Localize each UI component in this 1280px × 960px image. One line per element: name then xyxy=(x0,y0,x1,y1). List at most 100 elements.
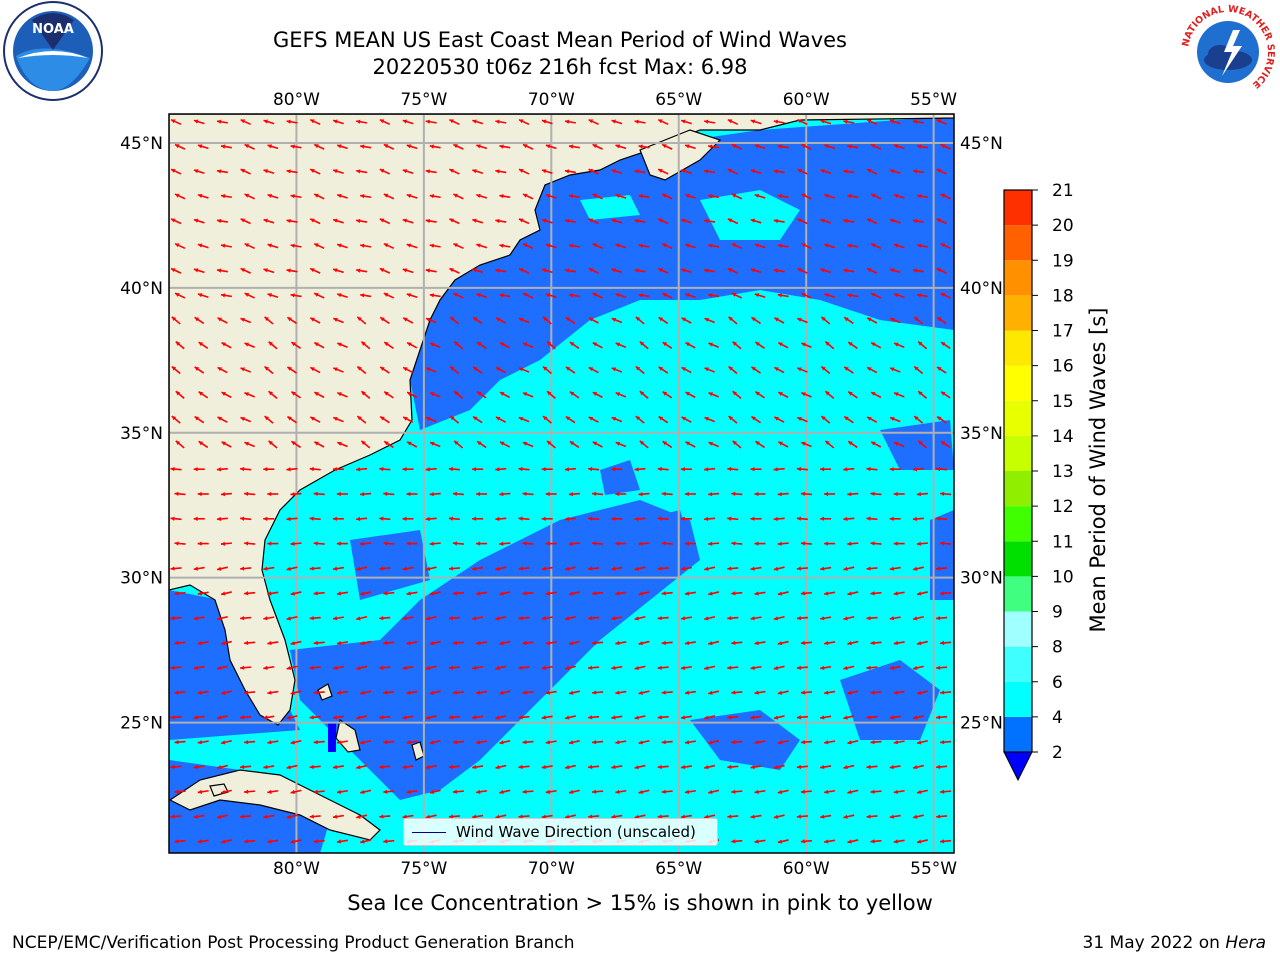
wave-direction-arrow xyxy=(796,466,808,472)
wave-direction-arrow xyxy=(356,715,368,720)
wave-direction-arrow xyxy=(332,218,344,224)
wind-wave-direction-arrows xyxy=(170,118,952,844)
wave-direction-arrow xyxy=(611,616,623,621)
wave-direction-arrow xyxy=(936,814,948,819)
wave-direction-arrow xyxy=(309,715,321,720)
wave-direction-arrow xyxy=(889,616,901,621)
wave-direction-arrow xyxy=(820,715,832,720)
wave-direction-arrow xyxy=(754,789,766,794)
wave-direction-arrow xyxy=(472,616,484,621)
wave-direction-arrow xyxy=(268,341,278,350)
wave-direction-arrow xyxy=(402,665,414,670)
colorbar-segment xyxy=(1004,190,1032,226)
lat-label-right: 25°N xyxy=(960,714,1003,734)
wave-direction-arrow xyxy=(893,640,905,646)
wave-direction-arrow xyxy=(750,316,762,325)
wave-direction-arrow xyxy=(777,341,789,349)
wave-direction-arrow xyxy=(174,640,186,646)
wave-direction-arrow xyxy=(383,839,395,844)
wave-direction-arrow xyxy=(893,789,905,794)
wave-direction-arrow xyxy=(588,118,599,126)
wave-direction-arrow xyxy=(893,839,905,844)
colorbar-tick-label: 13 xyxy=(1052,462,1074,482)
wave-direction-arrow xyxy=(847,440,858,449)
wave-direction-arrow xyxy=(197,491,209,497)
wave-direction-arrow xyxy=(286,316,298,325)
period-under-2-patch xyxy=(328,722,336,752)
wave-direction-arrow xyxy=(847,391,858,399)
wave-direction-arrow xyxy=(732,440,742,449)
lat-label-left: 25°N xyxy=(120,714,163,734)
wave-direction-arrow xyxy=(564,119,576,124)
wave-direction-arrow xyxy=(545,541,557,546)
wave-direction-arrow xyxy=(383,789,395,794)
wave-direction-arrow xyxy=(824,541,836,546)
wave-direction-arrow xyxy=(453,440,464,449)
wave-direction-arrow xyxy=(425,268,437,273)
wave-direction-arrow xyxy=(661,789,673,794)
wave-direction-arrow xyxy=(843,764,855,770)
wave-direction-arrow xyxy=(773,615,785,621)
wave-direction-arrow xyxy=(889,317,901,324)
wave-direction-arrow xyxy=(499,739,511,745)
wave-direction-arrow xyxy=(220,690,232,695)
wave-direction-arrow xyxy=(313,739,325,745)
wave-direction-arrow xyxy=(472,566,484,571)
footer-credit: NCEP/EMC/Verification Post Processing Pr… xyxy=(12,933,575,953)
wave-direction-arrow xyxy=(336,839,348,844)
wave-direction-arrow xyxy=(495,615,507,621)
wave-direction-arrow xyxy=(495,516,507,522)
wave-direction-arrow xyxy=(592,491,604,497)
noaa-logo-icon: NOAA xyxy=(3,1,103,101)
wave-direction-arrow xyxy=(564,615,576,621)
footer-date: 31 May 2022 on Hera xyxy=(1083,932,1267,954)
colorbar-tick-label: 8 xyxy=(1052,638,1063,658)
wave-direction-arrow xyxy=(197,591,209,596)
wave-direction-arrow xyxy=(244,690,256,695)
wave-direction-arrow xyxy=(564,764,576,770)
wave-direction-arrow xyxy=(866,218,878,225)
wave-direction-arrow xyxy=(708,441,719,448)
wave-direction-arrow xyxy=(657,267,669,274)
colorbar-segment xyxy=(1004,330,1032,366)
wave-direction-arrow xyxy=(940,242,951,250)
wave-direction-arrow xyxy=(541,268,553,274)
wave-direction-arrow xyxy=(286,516,298,522)
wave-direction-arrow xyxy=(290,739,302,745)
wave-direction-arrow xyxy=(824,789,836,794)
wave-direction-arrow xyxy=(704,516,716,522)
wave-direction-arrow xyxy=(870,839,882,844)
wave-direction-arrow xyxy=(870,491,882,497)
wave-direction-arrow xyxy=(518,118,530,126)
wave-direction-arrow xyxy=(216,169,228,174)
wave-direction-arrow xyxy=(843,665,855,671)
wave-direction-arrow xyxy=(193,467,205,472)
wave-direction-arrow xyxy=(240,317,251,324)
wave-direction-arrow xyxy=(545,491,557,497)
wave-direction-arrow xyxy=(866,814,878,819)
chart-title: GEFS MEAN US East Coast Mean Period of W… xyxy=(273,28,847,52)
wave-direction-arrow xyxy=(263,715,275,720)
wave-direction-arrow xyxy=(754,243,766,249)
wave-direction-arrow xyxy=(309,267,321,274)
wave-direction-arrow xyxy=(889,169,901,174)
colorbar-segment xyxy=(1004,295,1032,331)
lon-label-top: 60°W xyxy=(783,90,830,110)
wave-direction-arrow xyxy=(870,541,882,546)
wave-direction-arrow xyxy=(684,591,696,596)
wave-direction-arrow xyxy=(336,740,348,745)
wave-direction-arrow xyxy=(870,193,882,200)
wave-direction-arrow xyxy=(611,169,623,174)
wave-direction-arrow xyxy=(402,566,414,571)
wave-direction-arrow xyxy=(893,342,905,349)
wave-direction-arrow xyxy=(847,341,858,349)
wave-direction-arrow xyxy=(476,491,488,497)
wave-direction-arrow xyxy=(425,566,437,571)
wave-direction-arrow xyxy=(824,390,835,399)
wave-direction-arrow xyxy=(472,268,484,274)
wave-direction-arrow xyxy=(866,615,878,621)
lon-label-top: 80°W xyxy=(273,90,320,110)
wave-direction-arrow xyxy=(499,441,511,448)
wave-direction-arrow xyxy=(773,467,785,472)
colorbar-tick-label: 18 xyxy=(1052,286,1074,306)
